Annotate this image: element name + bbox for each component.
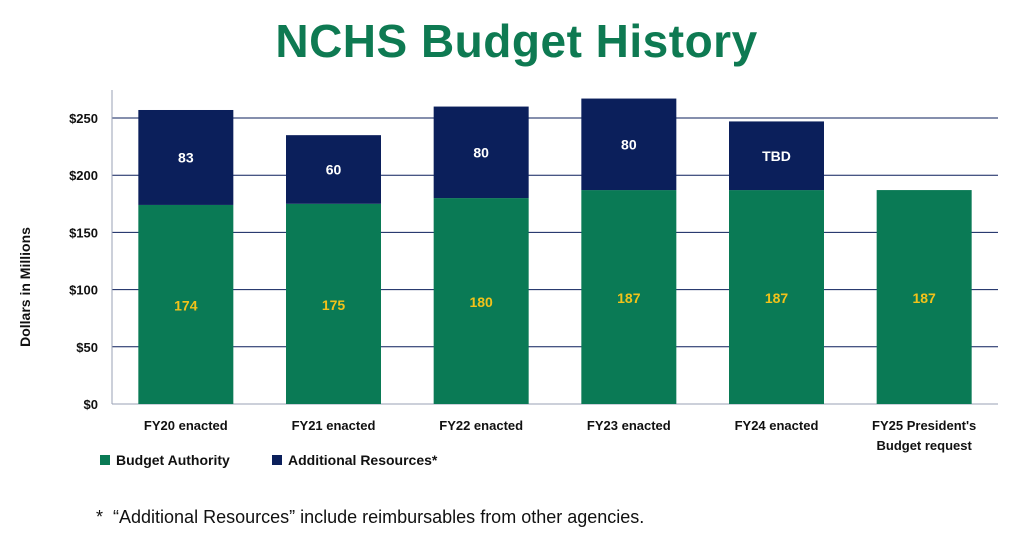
budget-chart: $0 $50 $100 $150 $200 $250 Dollars in Millions… [17, 90, 998, 468]
bar-label-budget-authority: 180 [469, 294, 493, 310]
footnote-text: “Additional Resources” include reimbursa… [113, 507, 645, 527]
x-tick-label: FY23 enacted [587, 418, 671, 433]
bar-label-additional-resources: TBD [762, 148, 791, 164]
y-tick-label: $100 [69, 283, 98, 298]
y-tick-label: $200 [69, 168, 98, 183]
bar-additional-resources [138, 109, 234, 205]
bar-additional-resources [729, 121, 824, 191]
x-tick-label: Budget request [876, 438, 972, 453]
x-tick-label: FY20 enacted [144, 418, 228, 433]
bar-budget-authority [581, 190, 677, 404]
bar-label-additional-resources: 80 [621, 136, 637, 152]
y-tick-label: $50 [76, 340, 98, 355]
y-tick-label: $0 [84, 397, 98, 412]
bar-budget-authority [729, 190, 824, 404]
y-tick-label: $150 [69, 225, 98, 240]
bar-label-additional-resources: 83 [178, 149, 194, 165]
bar-budget-authority [138, 204, 234, 404]
page-title: NCHS Budget History [275, 15, 758, 67]
bar-additional-resources [433, 106, 529, 199]
legend-label: Additional Resources* [288, 452, 438, 468]
bar-budget-authority [876, 190, 972, 404]
bar-label-budget-authority: 187 [765, 290, 789, 306]
bar-label-budget-authority: 187 [617, 290, 641, 306]
bar-budget-authority [433, 198, 529, 404]
legend-swatch [272, 455, 282, 465]
bar-label-budget-authority: 175 [322, 297, 346, 313]
bar-budget-authority [286, 203, 381, 404]
legend-label: Budget Authority [116, 452, 230, 468]
footnote-marker: * [96, 507, 104, 527]
y-axis-title: Dollars in Millions [17, 227, 33, 347]
bar-label-additional-resources: 60 [326, 161, 342, 177]
bar-label-budget-authority: 187 [912, 290, 936, 306]
bar-label-budget-authority: 174 [174, 297, 198, 313]
y-tick-label: $250 [69, 111, 98, 126]
x-tick-label: FY21 enacted [292, 418, 376, 433]
x-tick-label: FY24 enacted [735, 418, 819, 433]
x-tick-label: FY25 President's [872, 418, 976, 433]
bar-label-additional-resources: 80 [473, 144, 489, 160]
bar-additional-resources [581, 98, 677, 191]
footnote: * “Additional Resources” include reimburs… [96, 507, 644, 528]
x-tick-label: FY22 enacted [439, 418, 523, 433]
bar-additional-resources [286, 135, 381, 204]
legend-swatch [100, 455, 110, 465]
